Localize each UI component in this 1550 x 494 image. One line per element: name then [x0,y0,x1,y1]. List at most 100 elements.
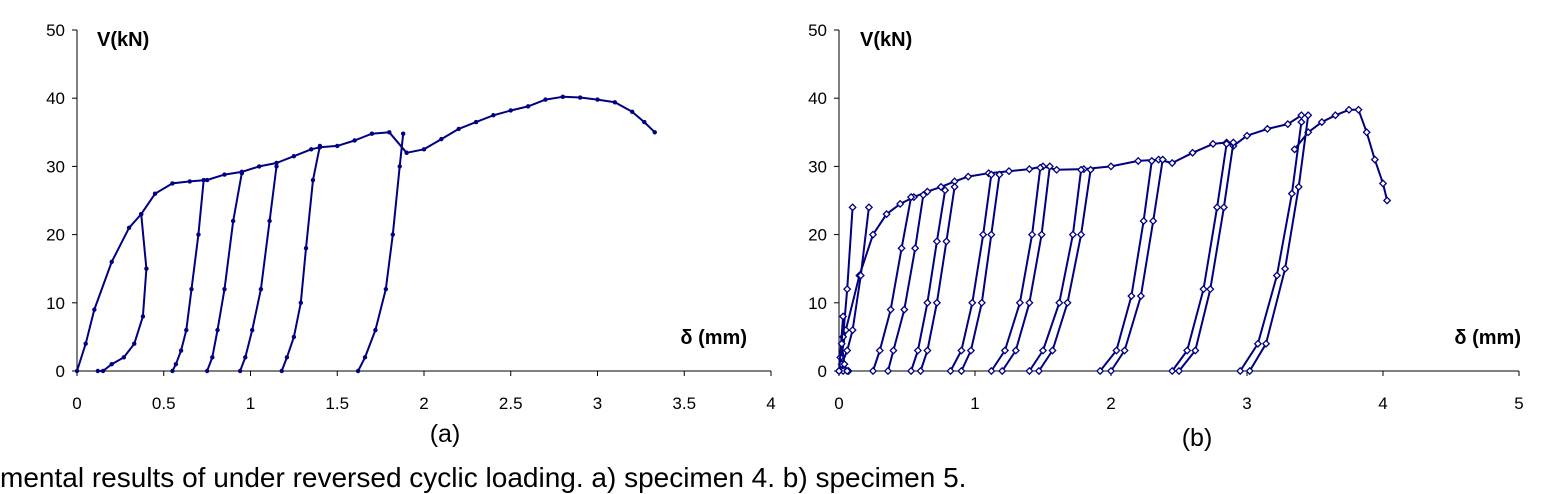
y-tick-label: 30 [808,157,827,176]
data-point [1168,366,1177,376]
data-point [1253,339,1262,348]
data-point [1370,155,1379,164]
data-point [1294,182,1303,191]
x-tick-label: 3.5 [672,394,696,413]
data-point [843,285,852,294]
data-point [1106,162,1116,171]
data-point [1106,366,1116,376]
data-point [882,210,891,219]
data-point [838,312,848,321]
data-point [243,355,248,360]
chart-panel-b: 0 10 20 30 40 50 0 1 2 3 4 5 V(kN) δ (mm) (b) [808,21,1524,452]
data-point [74,368,80,374]
data-point [132,341,137,346]
series-cycle-4b [957,170,1004,376]
data-point [987,170,996,179]
data-point [1028,230,1037,239]
data-point [237,368,243,374]
data-point [1076,230,1086,239]
y-tick-label: 0 [818,362,827,381]
data-point [1048,346,1057,355]
data-point [913,346,922,355]
data-point [189,286,194,292]
data-point [1382,196,1392,205]
series-cycle-3a [906,186,950,376]
data-point [843,366,852,376]
series-line [97,214,148,372]
data-point [923,346,932,355]
data-point [256,164,262,169]
x-tick-label: 1.5 [325,394,349,413]
data-point [966,346,976,355]
data-point [291,153,297,159]
data-point [968,298,977,307]
data-point [1015,298,1024,307]
series-cycle-3 [204,171,245,374]
series-cycle-8a [1168,139,1231,376]
series-line [1248,115,1310,372]
chart-panel-a: 0 10 20 30 40 50 0 0.5 1 1.5 2 2.5 3 3.5 4 V(kN) δ (mm) (… [46,21,776,448]
series-cycle-6a [1025,165,1086,376]
data-point [109,259,114,265]
data-point [977,298,986,307]
data-point [987,366,996,376]
data-point [279,368,284,374]
data-point [210,355,215,360]
data-point [916,366,925,376]
series-cycle-3b [916,182,959,376]
y-tick-label: 10 [46,294,65,313]
series-line [960,174,1001,372]
data-point [390,232,395,237]
y-tick-label: 40 [808,89,827,108]
data-point [184,327,189,333]
series-line [1239,121,1303,372]
data-point [222,172,227,177]
data-point [491,113,496,118]
data-point [1191,346,1200,355]
data-point [1219,203,1228,212]
y-axis-label: V(kN) [97,29,149,51]
data-point [642,119,647,125]
data-point [889,346,898,355]
data-point [1272,271,1282,280]
series-cycle-7a [1096,156,1156,376]
data-point [239,171,245,176]
data-point [577,95,583,100]
data-point [875,346,884,355]
data-point [508,108,513,113]
data-point [1086,165,1095,174]
data-point [1331,111,1340,120]
data-point [919,190,928,200]
data-point [1076,165,1086,174]
data-point [352,138,357,143]
y-tick-label: 10 [808,294,827,313]
data-point [387,130,392,135]
series-cycle-2 [170,177,206,374]
data-point [1011,346,1020,355]
series-line [919,186,956,372]
data-point [979,230,988,239]
data-point [1354,105,1363,114]
data-point [1168,158,1177,168]
data-point [1000,346,1010,355]
data-point [1206,285,1215,294]
data-point [1112,346,1121,355]
data-point [83,341,88,346]
data-point [1344,105,1354,114]
data-point [837,339,846,348]
data-point [906,192,916,202]
data-point [942,237,951,246]
data-point [883,366,893,376]
data-point [900,305,909,314]
panel-label: (b) [1182,424,1213,452]
series-cycle-8b [1174,138,1238,376]
series-cycle-5b [998,162,1054,376]
data-point [355,368,361,374]
data-point [109,361,114,367]
series-line [1178,142,1235,372]
data-point [317,143,323,149]
series-cycle-4a [946,170,996,376]
data-point [964,172,973,181]
data-point [950,182,959,191]
series-cycle-5a [987,163,1045,376]
